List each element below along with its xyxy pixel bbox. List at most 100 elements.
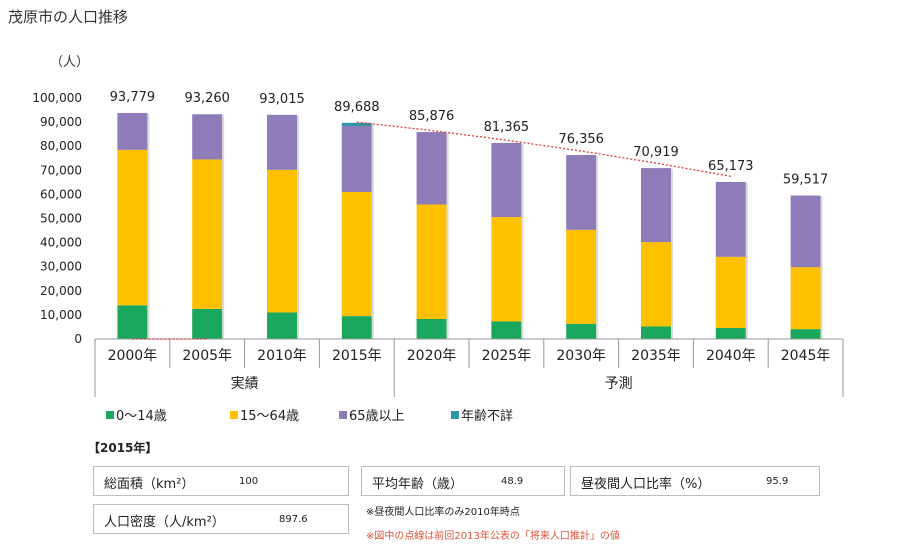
bar-segment-age-0-14: [790, 329, 821, 339]
bar-shadow: [147, 113, 150, 339]
bar-segment-age-unknown: [341, 122, 372, 126]
avg-age-label: 平均年齢（歳）: [372, 477, 464, 492]
legend-swatch-0-14: [106, 410, 114, 419]
legend-label-0-14: 0〜14歳: [116, 409, 167, 424]
x-tick-label: 2000年: [108, 348, 158, 364]
legend-swatch-15-64: [230, 410, 238, 419]
y-tick-label: 90,000: [40, 115, 82, 129]
bar-segment-age-65-plus: [641, 168, 671, 243]
legend-item-15-64: 15〜64歳: [230, 405, 299, 424]
day-night-box: 昼夜間人口比率（%） 95.9: [570, 466, 820, 496]
x-group-label: 予測: [605, 376, 633, 392]
legend-label-65-plus: 65歳以上: [349, 409, 405, 424]
bar-shadow: [745, 182, 748, 339]
bar-total-label: 81,365: [484, 120, 530, 135]
x-tick-label: 2025年: [482, 348, 532, 364]
legend-swatch-65-plus: [339, 410, 347, 419]
bar-shadow: [521, 143, 524, 339]
legend-label-15-64: 15〜64歳: [240, 409, 300, 424]
bar-total-label: 65,173: [708, 159, 754, 174]
legend-swatch-unknown: [451, 410, 459, 419]
y-tick-label: 0: [74, 332, 82, 346]
bar-segment-age-15-64: [192, 159, 223, 309]
bar-shadow: [297, 115, 299, 339]
avg-age-value: 48.9: [501, 476, 524, 487]
note-dotted-line: ※図中の点線は前回2013年公表の「将来人口推計」の値: [366, 531, 620, 542]
bar-total-label: 93,015: [259, 92, 305, 107]
bar-shadow: [222, 115, 225, 339]
bar-shadow: [596, 155, 599, 339]
chart-legend: 0〜14歳 15〜64歳 65歳以上 年齢不詳: [0, 405, 900, 431]
area-box: 総面積（km²） 100: [93, 466, 349, 496]
bar-segment-age-65-plus: [790, 195, 821, 268]
bar-segment-age-15-64: [117, 149, 148, 306]
bar-total-label: 59,517: [783, 173, 829, 188]
y-tick-label: 20,000: [40, 284, 82, 298]
bar-shadow: [446, 133, 449, 339]
x-tick-label: 2020年: [407, 348, 457, 364]
legend-label-unknown: 年齢不詳: [461, 409, 514, 424]
bar-segment-age-65-plus: [566, 154, 597, 230]
bar-total-label: 85,876: [409, 109, 455, 124]
legend-item-unknown: 年齢不詳: [451, 405, 513, 424]
bar-segment-age-65-plus: [341, 125, 372, 192]
bar-segment-age-65-plus: [491, 142, 522, 218]
bar-segment-age-0-14: [715, 327, 746, 339]
note-day-night: ※昼夜間人口比率のみ2010年時点: [366, 507, 520, 518]
bar-segment-age-0-14: [566, 323, 597, 339]
x-group-label: 実績: [231, 376, 259, 392]
day-night-label: 昼夜間人口比率（%）: [581, 477, 711, 492]
area-label: 総面積（km²）: [104, 477, 195, 492]
legend-item-65-plus: 65歳以上: [339, 405, 405, 424]
bar-segment-age-0-14: [267, 312, 297, 339]
x-tick-label: 2010年: [257, 348, 307, 364]
x-tick-label: 2005年: [182, 348, 232, 364]
x-tick-label: 2040年: [706, 348, 756, 364]
bar-segment-age-0-14: [491, 321, 522, 339]
avg-age-box: 平均年齢（歳） 48.9: [361, 466, 565, 496]
x-tick-label: 2015年: [332, 348, 382, 364]
bar-total-label: 70,919: [633, 145, 679, 160]
x-tick-label: 2035年: [631, 348, 681, 364]
bar-segment-age-15-64: [267, 169, 297, 313]
bar-segment-age-15-64: [416, 204, 447, 319]
x-tick-label: 2045年: [781, 348, 831, 364]
bar-segment-age-65-plus: [715, 181, 746, 257]
bar-segment-age-15-64: [641, 242, 671, 327]
bar-segment-age-15-64: [566, 229, 597, 324]
bar-segment-age-65-plus: [416, 132, 447, 205]
x-tick-label: 2030年: [556, 348, 606, 364]
bar-segment-age-15-64: [715, 256, 746, 328]
y-tick-label: 30,000: [40, 260, 82, 274]
bar-segment-age-0-14: [641, 326, 671, 339]
bar-segment-age-15-64: [790, 267, 821, 330]
density-label: 人口密度（人/km²）: [104, 515, 225, 530]
y-tick-label: 100,000: [32, 91, 82, 105]
legend-item-0-14: 0〜14歳: [106, 405, 167, 424]
bar-segment-age-65-plus: [267, 114, 297, 170]
y-tick-label: 50,000: [40, 212, 82, 226]
info-heading: 【2015年】: [88, 441, 158, 455]
bar-total-label: 76,356: [558, 132, 604, 147]
density-value: 897.6: [279, 514, 308, 525]
previous-projection-line: [356, 121, 731, 177]
population-chart: （人） 0 10,000 20,000 30,000 40,000 50,000 60,000…: [32, 55, 844, 397]
bar-segment-age-0-14: [117, 305, 148, 339]
density-box: 人口密度（人/km²） 897.6: [93, 504, 349, 534]
bar-segment-age-0-14: [341, 316, 372, 339]
bar-segment-age-0-14: [192, 308, 223, 339]
bar-segment-age-65-plus: [192, 114, 223, 160]
bar-shadow: [371, 123, 374, 339]
bar-total-label: 93,779: [110, 90, 156, 105]
y-tick-label: 60,000: [40, 187, 82, 201]
y-unit-label: （人）: [50, 55, 89, 70]
y-tick-label: 10,000: [40, 308, 82, 322]
bar-total-label: 89,688: [334, 100, 380, 115]
y-tick-label: 80,000: [40, 139, 82, 153]
page-title: 茂原市の人口推移: [8, 8, 129, 26]
area-value: 100: [239, 476, 259, 487]
bar-shadow: [820, 196, 823, 339]
bar-shadow: [671, 169, 673, 339]
day-night-value: 95.9: [766, 476, 789, 487]
bar-segment-age-0-14: [416, 318, 447, 339]
